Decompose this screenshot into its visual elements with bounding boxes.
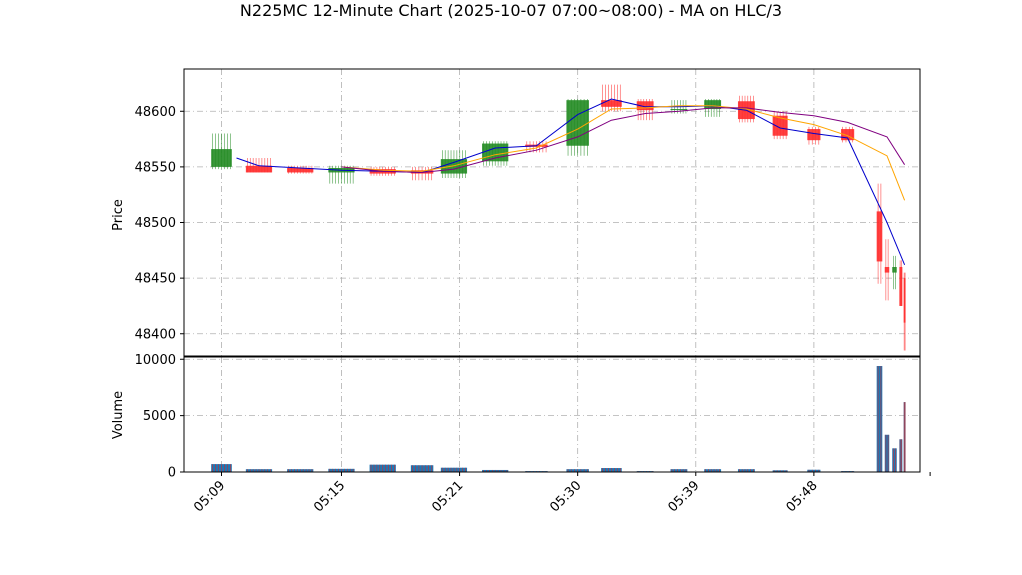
candle-body (892, 267, 897, 273)
volume-bar (876, 366, 883, 472)
candle-body (807, 129, 821, 141)
candle (636, 99, 654, 121)
volume-panel-frame (183, 356, 921, 473)
price-grid (184, 69, 920, 356)
moving-average-lines (236, 98, 906, 265)
volume-bar-body (807, 469, 821, 472)
candle (892, 255, 897, 290)
volume-axis-label: Volume (111, 391, 126, 439)
price-tick-label: 48500 (135, 216, 176, 231)
volume-bar (369, 464, 396, 472)
volume-bar-body (892, 448, 897, 472)
price-axis-label: Price (111, 199, 126, 231)
moving-average-line (236, 98, 906, 265)
candle-body (482, 143, 509, 162)
price-tick-label: 48400 (135, 327, 176, 342)
volume-panel: 0 5000 10000 Volume (111, 353, 921, 481)
price-panel: 48400 48450 48500 48550 48600 Price (111, 68, 921, 357)
price-tick-label: 48600 (135, 105, 176, 120)
candle (772, 111, 788, 140)
x-axis-ticks: 05:09 05:15 05:21 05:30 05:39 05:48 (191, 472, 931, 515)
chart-title: N225MC 12-Minute Chart (2025-10-07 07:00… (240, 1, 782, 20)
price-panel-frame (183, 68, 921, 357)
candle-body (601, 100, 622, 107)
candle (876, 183, 883, 284)
candle (566, 99, 589, 156)
candle-body (636, 101, 654, 111)
volume-bar-body (899, 439, 903, 472)
candle (841, 126, 855, 143)
x-tick-label: 05:30 (547, 478, 584, 515)
volume-bar-body (737, 469, 755, 472)
candle-body (704, 100, 722, 110)
candle-body (772, 115, 788, 136)
candle-body (876, 211, 883, 262)
candle (525, 141, 548, 153)
candle (211, 133, 232, 170)
price-candles (211, 84, 906, 351)
price-y-ticks: 48400 48450 48500 48550 48600 (135, 105, 184, 342)
candle (899, 260, 903, 306)
volume-tick-label: 5000 (143, 409, 176, 424)
candle-body (670, 109, 688, 111)
candle (903, 272, 906, 351)
x-tick-label: 05:48 (784, 478, 821, 515)
volume-tick-label: 0 (168, 466, 176, 481)
volume-bar (884, 434, 890, 472)
volume-bars (211, 366, 906, 472)
x-tick-label: 05:21 (429, 478, 466, 515)
volume-bar (211, 464, 232, 472)
candle-body (410, 170, 434, 174)
candle (884, 239, 890, 301)
volume-tick-label: 10000 (135, 353, 176, 368)
candle-body (566, 100, 589, 146)
candle (440, 150, 468, 179)
candle-body (245, 165, 273, 173)
volume-bar (903, 402, 906, 472)
candle-body (903, 278, 906, 323)
candle (807, 126, 821, 145)
volume-bar (328, 468, 355, 472)
volume-bar (440, 467, 468, 472)
candle (410, 166, 434, 181)
volume-grid (184, 357, 920, 472)
price-tick-label: 48450 (135, 272, 176, 287)
volume-y-ticks: 0 5000 10000 (135, 353, 184, 481)
volume-bar-body (903, 402, 906, 472)
volume-bar-body (704, 469, 722, 472)
volume-bar (601, 468, 622, 472)
x-tick-label: 05:15 (311, 478, 348, 515)
moving-average-line (341, 107, 906, 174)
candle-body (287, 168, 314, 173)
volume-bar-body (884, 434, 890, 472)
candle (245, 157, 273, 173)
candle-body (899, 267, 903, 306)
volume-bar-body (876, 366, 883, 472)
volume-bar (410, 465, 434, 472)
candle-body (884, 267, 890, 273)
candle-body (211, 149, 232, 167)
moving-average-line (341, 105, 906, 201)
x-tick-label: 05:39 (666, 478, 703, 515)
price-tick-label: 48550 (135, 160, 176, 175)
candle-body (841, 129, 855, 141)
x-tick-label: 05:09 (191, 478, 228, 515)
volume-bar-body (670, 469, 688, 472)
candle (328, 165, 355, 184)
volume-bar (892, 448, 897, 472)
candle (601, 84, 622, 112)
volume-bar (899, 439, 903, 472)
